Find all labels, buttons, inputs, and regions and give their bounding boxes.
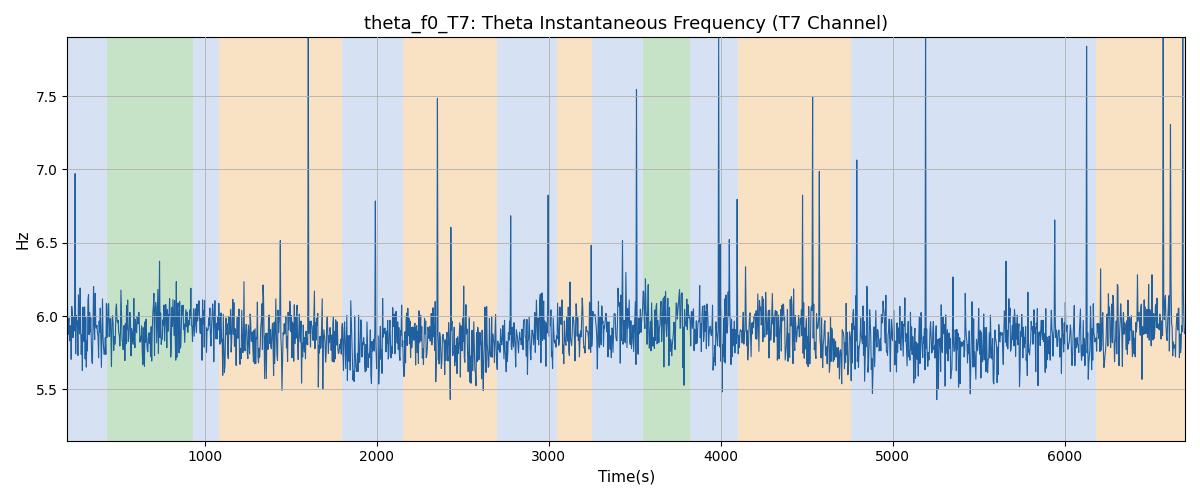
X-axis label: Time(s): Time(s) <box>598 470 655 485</box>
Bar <box>852 38 1096 440</box>
Bar <box>67 38 107 440</box>
Bar <box>193 38 218 440</box>
Y-axis label: Hz: Hz <box>16 230 30 249</box>
Bar <box>1096 38 1186 440</box>
Bar <box>738 38 852 440</box>
Bar <box>643 38 690 440</box>
Bar <box>402 38 497 440</box>
Bar <box>592 38 643 440</box>
Bar <box>342 38 402 440</box>
Bar <box>107 38 193 440</box>
Bar <box>690 38 738 440</box>
Bar <box>218 38 342 440</box>
Bar <box>497 38 557 440</box>
Bar <box>557 38 592 440</box>
Title: theta_f0_T7: Theta Instantaneous Frequency (T7 Channel): theta_f0_T7: Theta Instantaneous Frequen… <box>364 15 888 34</box>
